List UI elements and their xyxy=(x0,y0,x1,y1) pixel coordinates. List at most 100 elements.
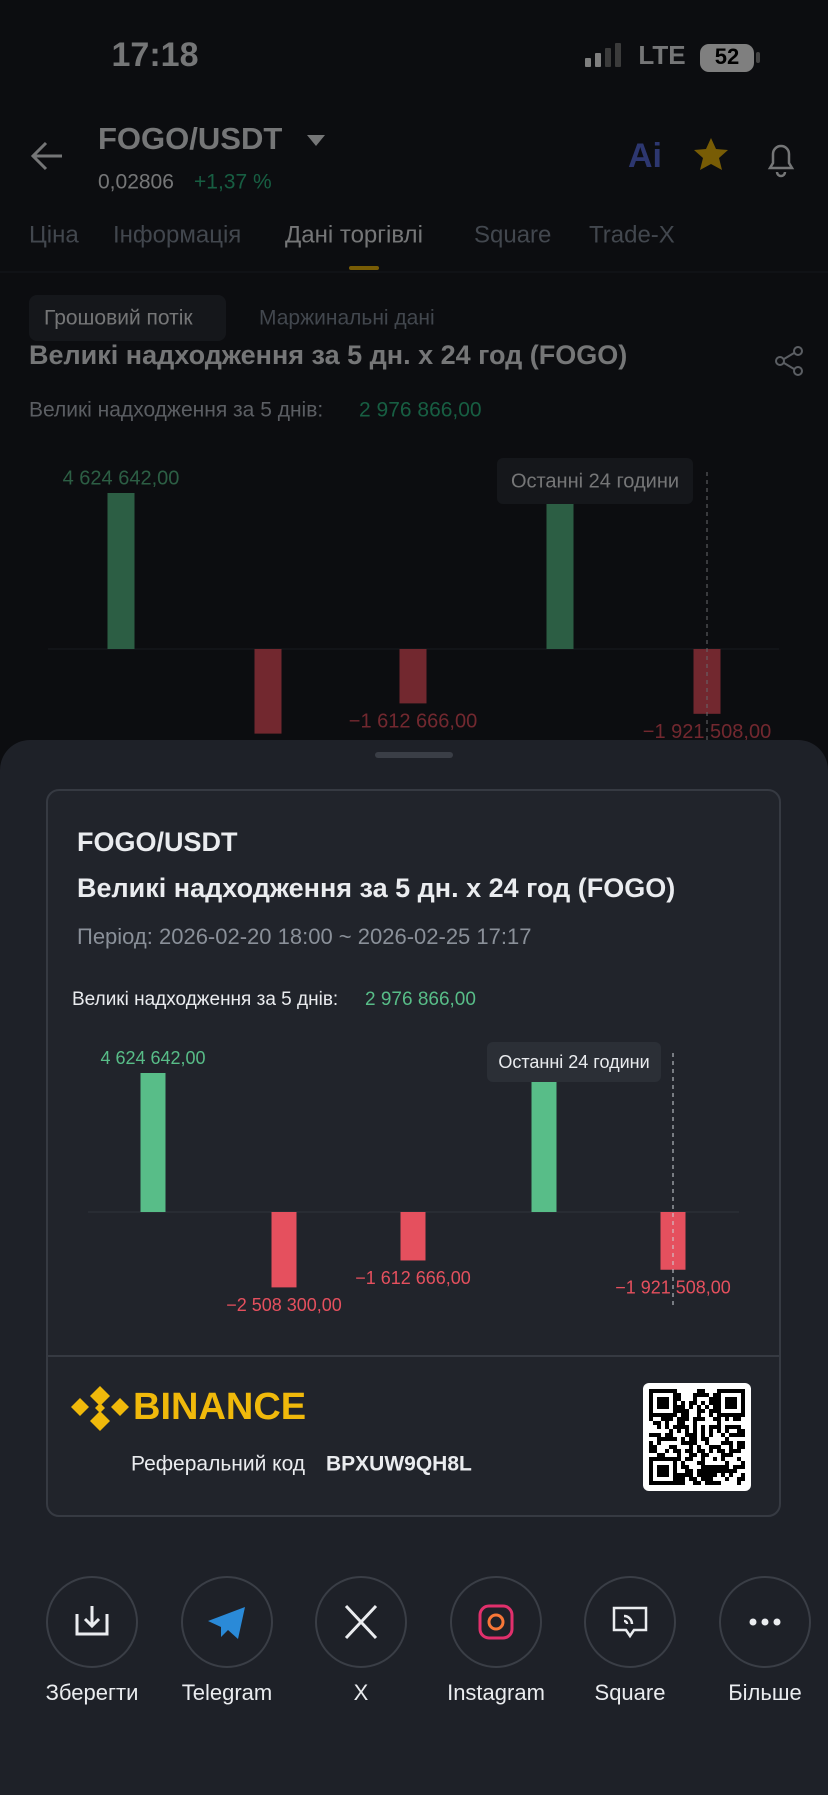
share-option[interactable]: Зберегти xyxy=(46,1576,139,1705)
sheet-handle[interactable] xyxy=(375,752,453,758)
qr-cell xyxy=(737,1445,741,1449)
qr-cell xyxy=(681,1441,685,1445)
share-button[interactable] xyxy=(450,1576,542,1668)
qr-cell xyxy=(709,1469,713,1473)
qr-cell xyxy=(685,1469,689,1473)
card-title: Великі надходження за 5 дн. x 24 год (FO… xyxy=(77,873,675,903)
qr-cell xyxy=(717,1417,721,1421)
referral-code: BPXUW9QH8L xyxy=(326,1453,472,1476)
qr-cell xyxy=(713,1417,717,1421)
qr-cell xyxy=(669,1417,673,1421)
qr-cell xyxy=(721,1473,725,1477)
share-card xyxy=(46,789,781,1517)
qr-cell xyxy=(657,1397,661,1401)
qr-cell xyxy=(725,1389,729,1393)
qr-cell xyxy=(673,1461,677,1465)
qr-cell xyxy=(649,1473,653,1477)
qr-cell xyxy=(701,1409,705,1413)
qr-cell xyxy=(681,1473,685,1477)
qr-cell xyxy=(709,1425,713,1429)
qr-cell xyxy=(693,1441,697,1445)
qr-cell xyxy=(737,1449,741,1453)
qr-cell xyxy=(649,1397,653,1401)
qr-cell xyxy=(721,1465,725,1469)
qr-cell xyxy=(697,1449,701,1453)
qr-cell xyxy=(697,1393,701,1397)
qr-cell xyxy=(661,1389,665,1393)
qr-cell xyxy=(701,1457,705,1461)
qr-cell xyxy=(649,1441,653,1445)
qr-cell xyxy=(669,1437,673,1441)
qr-cell xyxy=(741,1433,745,1437)
qr-cell xyxy=(741,1393,745,1397)
qr-cell xyxy=(729,1469,733,1473)
qr-cell xyxy=(685,1465,689,1469)
qr-cell xyxy=(717,1421,721,1425)
brand: BINANCE xyxy=(133,1386,306,1428)
qr-cell xyxy=(689,1437,693,1441)
qr-cell xyxy=(713,1481,717,1485)
share-sheet: FOGO/USDT Великі надходження за 5 дн. x … xyxy=(0,740,828,1795)
qr-cell xyxy=(649,1469,653,1473)
qr-cell xyxy=(741,1413,745,1417)
qr-cell xyxy=(665,1401,669,1405)
qr-cell xyxy=(669,1389,673,1393)
share-label: Зберегти xyxy=(46,1680,139,1705)
qr-cell xyxy=(653,1433,657,1437)
qr-cell xyxy=(673,1393,677,1397)
share-label: X xyxy=(354,1680,369,1705)
qr-cell xyxy=(705,1437,709,1441)
qr-cell xyxy=(697,1389,701,1393)
qr-cell xyxy=(697,1473,701,1477)
qr-cell xyxy=(709,1429,713,1433)
qr-cell xyxy=(729,1405,733,1409)
qr-cell xyxy=(661,1405,665,1409)
qr-cell xyxy=(701,1417,705,1421)
qr-cell xyxy=(681,1405,685,1409)
qr-cell xyxy=(657,1453,661,1457)
qr-cell xyxy=(649,1461,653,1465)
qr-cell xyxy=(677,1425,681,1429)
qr-cell xyxy=(721,1449,725,1453)
qr-cell xyxy=(649,1401,653,1405)
qr-cell xyxy=(733,1405,737,1409)
telegram-icon xyxy=(208,1607,245,1639)
qr-cell xyxy=(649,1465,653,1469)
qr-cell xyxy=(729,1449,733,1453)
qr-cell xyxy=(705,1469,709,1473)
share-option[interactable]: Instagram xyxy=(447,1576,545,1705)
qr-cell xyxy=(717,1425,721,1429)
qr-cell xyxy=(725,1405,729,1409)
qr-cell xyxy=(653,1457,657,1461)
share-option[interactable]: X xyxy=(315,1576,407,1705)
qr-cell xyxy=(657,1413,661,1417)
qr-cell xyxy=(741,1409,745,1413)
more-dot xyxy=(773,1618,781,1626)
qr-cell xyxy=(681,1401,685,1405)
qr-cell xyxy=(649,1481,653,1485)
qr-cell xyxy=(729,1389,733,1393)
qr-cell xyxy=(741,1441,745,1445)
qr-cell xyxy=(697,1445,701,1449)
annotation: Останні 24 години xyxy=(498,1052,649,1072)
qr-cell xyxy=(673,1425,677,1429)
qr-cell xyxy=(717,1405,721,1409)
qr-cell xyxy=(693,1397,697,1401)
qr-cell xyxy=(673,1477,677,1481)
qr-cell xyxy=(649,1409,653,1413)
qr-cell xyxy=(653,1449,657,1453)
qr-cell xyxy=(685,1473,689,1477)
qr-cell xyxy=(721,1453,725,1457)
qr-cell xyxy=(701,1469,705,1473)
share-option[interactable]: Square xyxy=(584,1576,676,1705)
qr-cell xyxy=(701,1465,705,1469)
share-button[interactable] xyxy=(584,1576,676,1668)
share-option[interactable]: Більше xyxy=(719,1576,811,1705)
qr-cell xyxy=(713,1469,717,1473)
qr-cell xyxy=(665,1457,669,1461)
qr-cell xyxy=(705,1465,709,1469)
qr-cell xyxy=(709,1409,713,1413)
qr-cell xyxy=(677,1477,681,1481)
share-option[interactable]: Telegram xyxy=(181,1576,273,1705)
referral-label: Реферальний код xyxy=(131,1453,305,1476)
